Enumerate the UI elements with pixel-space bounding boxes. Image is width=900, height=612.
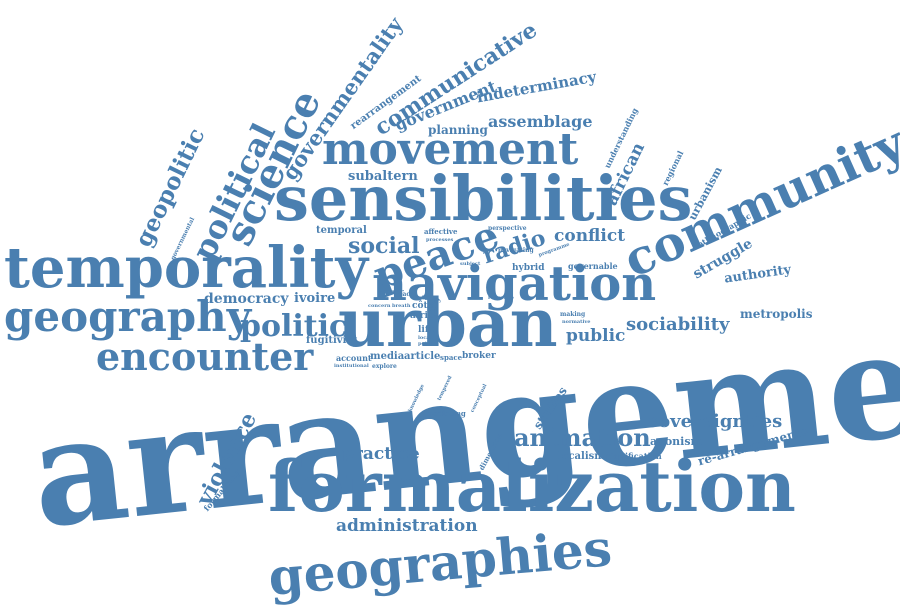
word-point: point	[418, 341, 433, 347]
word-concern: concern	[368, 303, 391, 309]
word-ivoire: ivoire	[294, 291, 336, 306]
word-explore: explore	[372, 363, 397, 370]
word-article: article	[404, 351, 441, 362]
word-public: public	[566, 326, 626, 346]
word-fugitivity: fugitivity	[306, 335, 357, 346]
word-practice: practice	[342, 444, 420, 464]
word-sovereignties: sovereignties	[648, 411, 783, 432]
word-power: power	[380, 287, 404, 296]
word-navigation: navigation	[372, 256, 657, 312]
word-life: life	[418, 325, 435, 335]
word-authority: authority	[723, 262, 793, 287]
word-indeterminacy: indeterminacy	[475, 67, 598, 107]
word-encounter: encounter	[96, 334, 314, 379]
word-normative: normative	[562, 319, 591, 325]
word-geography: geography	[4, 292, 252, 341]
word-making: making	[560, 311, 586, 318]
word-formalization: formalization	[268, 445, 796, 528]
word-democracy: democracy	[204, 291, 289, 307]
word-account: account	[336, 353, 372, 363]
word-agonism: agonism	[650, 435, 703, 448]
word-planning: planning	[428, 123, 488, 137]
word-mediating: mediating	[426, 409, 466, 418]
word-sociability: sociability	[626, 314, 730, 335]
word-signification: signification	[606, 451, 662, 461]
word-movement: movement	[322, 124, 579, 175]
word-temporality: temporality	[4, 235, 368, 301]
word-governable: governable	[568, 261, 618, 271]
word-urban: urban	[338, 284, 558, 362]
word-breath: breath	[392, 303, 411, 309]
word-sensibilities: sensibilities	[274, 162, 693, 235]
word-processes: processes	[426, 237, 454, 243]
word-metropolis: metropolis	[740, 307, 813, 321]
word-institutional: institutional	[334, 363, 369, 369]
word-animation: animation	[514, 423, 651, 452]
word-perspective: perspective	[488, 225, 527, 232]
word-politic: politic	[240, 309, 348, 344]
word-subject: subject	[460, 261, 481, 267]
word-space: space	[440, 353, 463, 362]
word-administration: administration	[336, 516, 478, 536]
word-africa: africa	[410, 311, 440, 321]
word-media: media	[370, 351, 405, 362]
word-place: place	[396, 291, 414, 298]
word-localism: localism	[558, 451, 605, 462]
word-social: social	[348, 233, 420, 259]
word-broker: broker	[462, 351, 496, 361]
word-local: local	[418, 335, 432, 341]
word-subaltern: subaltern	[348, 169, 418, 184]
word-navigating: navigating	[498, 247, 534, 254]
word-cote: côte	[412, 301, 434, 311]
word-temporal: temporal	[316, 225, 367, 236]
word-assemblage: assemblage	[488, 112, 593, 131]
word-affective: affective	[424, 227, 458, 236]
word-reflective: reflective	[488, 295, 514, 301]
word-conflict: conflict	[554, 226, 626, 246]
word-hybrid: hybrid	[512, 263, 545, 273]
